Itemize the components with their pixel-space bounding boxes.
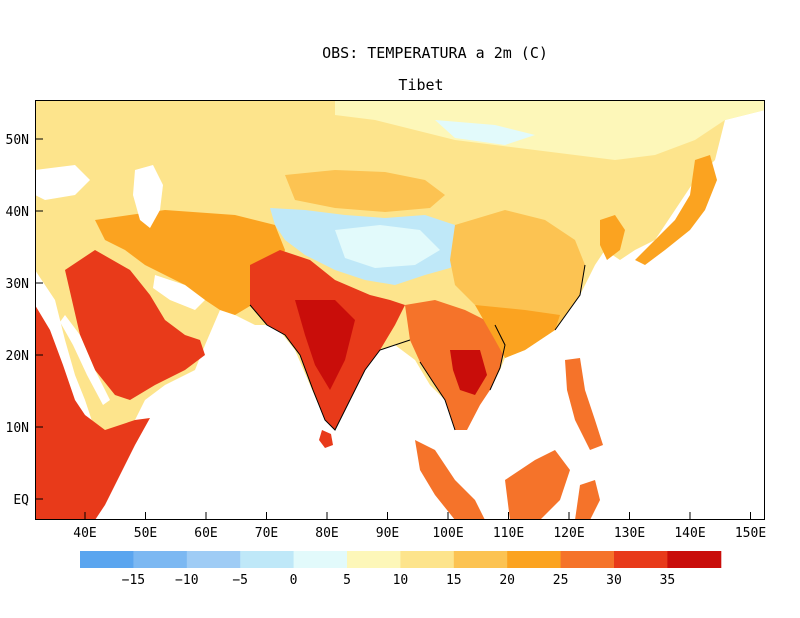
legend-swatch bbox=[614, 551, 668, 568]
legend-swatch bbox=[667, 551, 722, 568]
map-frame bbox=[35, 100, 765, 520]
korea bbox=[600, 215, 625, 260]
sri-lanka bbox=[319, 430, 333, 448]
y-tick-label: EQ bbox=[13, 493, 29, 508]
legend-swatch bbox=[293, 551, 348, 568]
legend-label: 20 bbox=[499, 573, 515, 588]
south-china bbox=[475, 305, 560, 358]
philippines bbox=[565, 358, 603, 450]
y-tick-label: 10N bbox=[6, 421, 29, 436]
africa-landmass bbox=[35, 305, 150, 520]
x-tick-label: 90E bbox=[376, 526, 399, 541]
legend-swatch bbox=[453, 551, 508, 568]
arabia-landmass bbox=[65, 250, 205, 400]
temperature-map bbox=[35, 100, 765, 520]
y-tick-label: 50N bbox=[6, 133, 29, 148]
north-asia bbox=[335, 100, 765, 160]
x-tick-label: 50E bbox=[134, 526, 157, 541]
legend-label: 30 bbox=[606, 573, 622, 588]
iran-plateau bbox=[95, 210, 285, 315]
legend-label: −10 bbox=[175, 573, 198, 588]
axes: 40E 50E 60E 70E 80E 90E 100E 110E 120E 130E 140E 15… bbox=[6, 133, 767, 541]
x-tick-label: 130E bbox=[614, 526, 645, 541]
y-tick-label: 30N bbox=[6, 277, 29, 292]
cool-patch bbox=[435, 120, 535, 145]
x-tick-label: 100E bbox=[432, 526, 463, 541]
sumatra bbox=[415, 440, 485, 520]
legend-label: 10 bbox=[393, 573, 409, 588]
legend-swatch bbox=[507, 551, 562, 568]
map-title: OBS: TEMPERATURA a 2m (C) bbox=[322, 44, 548, 62]
legend-swatch bbox=[80, 551, 134, 568]
persian-gulf bbox=[153, 275, 205, 310]
y-tick-label: 40N bbox=[6, 205, 29, 220]
japan bbox=[635, 155, 717, 265]
legend-label: 5 bbox=[343, 573, 351, 588]
black-sea bbox=[35, 165, 90, 200]
x-tick-label: 70E bbox=[255, 526, 278, 541]
legend-label: −15 bbox=[122, 573, 145, 588]
x-tick-label: 40E bbox=[73, 526, 96, 541]
legend-swatch bbox=[560, 551, 615, 568]
legend-swatch bbox=[186, 551, 241, 568]
legend-label: 25 bbox=[553, 573, 569, 588]
legend-label: 35 bbox=[660, 573, 676, 588]
x-tick-label: 120E bbox=[553, 526, 584, 541]
x-tick-label: 140E bbox=[674, 526, 705, 541]
legend-swatch bbox=[347, 551, 401, 568]
legend-swatch bbox=[133, 551, 188, 568]
sulawesi bbox=[575, 480, 600, 520]
legend-swatch bbox=[400, 551, 455, 568]
x-tick-label: 110E bbox=[493, 526, 524, 541]
borneo bbox=[505, 450, 570, 520]
color-legend: −15 −10 −5 0 5 10 15 20 25 30 35 bbox=[80, 551, 722, 588]
tarim-basin bbox=[285, 170, 445, 212]
coastline bbox=[249, 264, 586, 431]
caspian-sea bbox=[133, 165, 163, 228]
legend-swatch bbox=[240, 551, 295, 568]
legend-label: 15 bbox=[446, 573, 462, 588]
legend-label: −5 bbox=[232, 573, 248, 588]
y-tick-label: 20N bbox=[6, 349, 29, 364]
legend-label: 0 bbox=[290, 573, 298, 588]
map-subtitle: Tibet bbox=[398, 76, 444, 94]
x-tick-label: 60E bbox=[194, 526, 217, 541]
red-sea bbox=[60, 315, 110, 405]
x-tick-label: 80E bbox=[315, 526, 338, 541]
india-hot-core bbox=[295, 300, 355, 390]
x-tick-label: 150E bbox=[735, 526, 766, 541]
indochina-hot-core bbox=[450, 350, 487, 395]
tibet-cold-core bbox=[335, 225, 440, 268]
